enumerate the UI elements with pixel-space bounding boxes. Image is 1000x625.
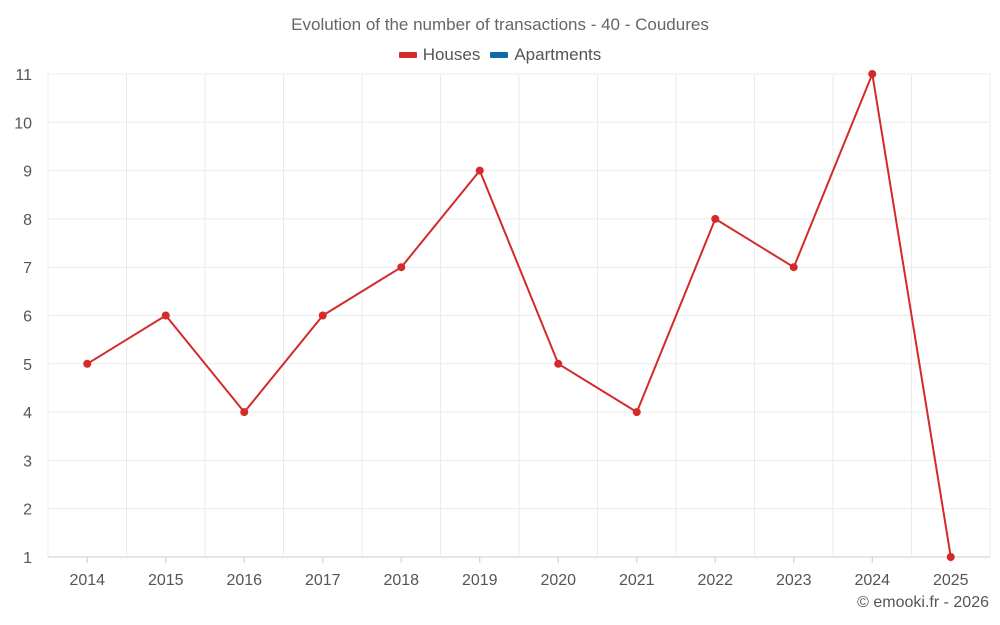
y-tick-label: 8 [23,212,32,229]
y-tick-label: 6 [23,309,32,326]
data-point-houses[interactable] [318,311,327,320]
y-tick-label: 3 [23,453,32,470]
data-point-houses[interactable] [161,311,170,320]
x-tick-label: 2019 [462,572,498,589]
legend: Houses Apartments [0,45,1000,65]
x-tick-label: 2017 [305,572,341,589]
y-tick-label: 10 [14,115,32,132]
x-tick-label: 2025 [933,572,969,589]
legend-swatch-houses [398,52,417,58]
x-tick-label: 2020 [540,572,576,589]
x-tick-label: 2023 [776,572,812,589]
data-point-houses[interactable] [711,214,720,223]
data-point-houses[interactable] [397,263,406,272]
x-tick-label: 2022 [697,572,733,589]
y-tick-label: 11 [15,67,32,84]
credit-text: © emooki.fr - 2026 [857,594,989,611]
data-point-houses[interactable] [554,359,563,368]
legend-item-apartments[interactable]: Apartments [490,45,601,65]
x-tick-label: 2016 [226,572,262,589]
y-tick-label: 1 [23,550,32,567]
x-tick-label: 2014 [69,572,105,589]
data-point-houses[interactable] [632,408,641,417]
data-point-houses[interactable] [946,553,955,561]
legend-swatch-apartments [490,52,509,58]
data-point-houses[interactable] [83,359,92,368]
legend-label-houses: Houses [422,45,481,64]
y-tick-label: 5 [23,357,32,374]
series-line-houses [86,73,952,558]
x-tick-label: 2015 [148,572,184,589]
data-point-houses[interactable] [868,70,877,78]
data-point-houses[interactable] [240,408,249,417]
chart-title: Evolution of the number of transactions … [291,15,709,34]
y-tick-label: 4 [23,405,32,422]
data-point-houses[interactable] [475,166,484,175]
x-tick-label: 2024 [854,572,890,589]
legend-item-houses[interactable]: Houses [398,45,481,65]
y-tick-label: 9 [23,164,32,181]
data-point-houses[interactable] [789,263,798,272]
x-tick-label: 2018 [383,572,419,589]
y-tick-label: 7 [23,260,32,277]
legend-label-apartments: Apartments [514,45,602,64]
x-tick-label: 2021 [619,572,655,589]
y-tick-label: 2 [23,502,32,519]
